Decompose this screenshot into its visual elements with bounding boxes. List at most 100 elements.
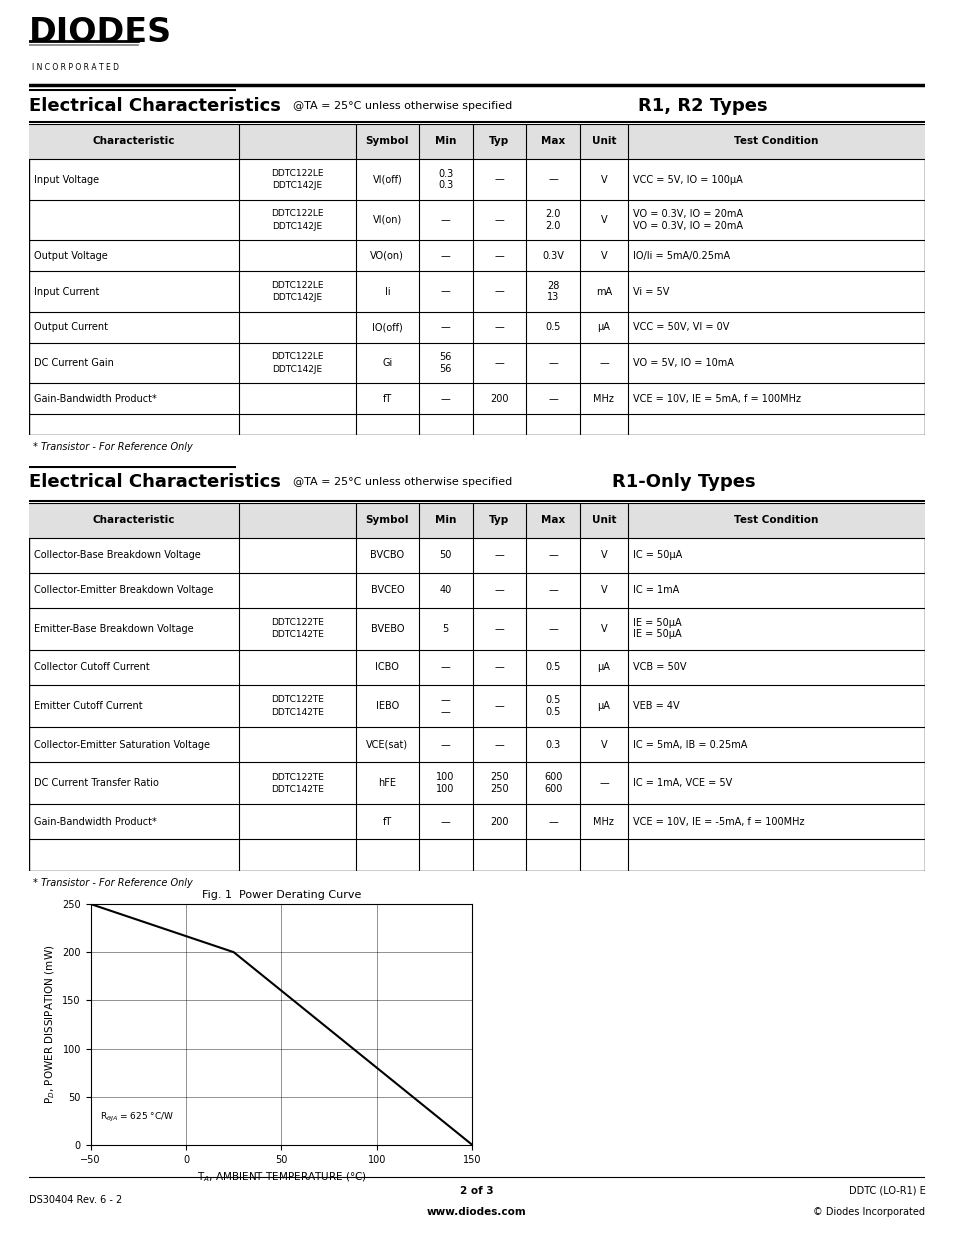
Text: VO = 0.3V, IO = 20mA
VO = 0.3V, IO = 20mA: VO = 0.3V, IO = 20mA VO = 0.3V, IO = 20m… <box>633 209 742 231</box>
Text: DDTC122LE
DDTC142JE: DDTC122LE DDTC142JE <box>271 209 324 231</box>
Text: IE = 50μA
IE = 50μA: IE = 50μA IE = 50μA <box>633 618 681 640</box>
Text: VCC = 5V, IO = 100μA: VCC = 5V, IO = 100μA <box>633 174 742 184</box>
Text: DDTC122TE
DDTC142TE: DDTC122TE DDTC142TE <box>271 695 324 716</box>
Text: Output Current: Output Current <box>34 322 108 332</box>
Text: IO/Ii = 5mA/0.25mA: IO/Ii = 5mA/0.25mA <box>633 251 729 261</box>
Text: —: — <box>548 174 558 184</box>
Text: V: V <box>600 740 606 750</box>
Text: VO = 5V, IO = 10mA: VO = 5V, IO = 10mA <box>633 358 733 368</box>
Text: —: — <box>440 251 450 261</box>
Text: 0.5: 0.5 <box>545 662 560 672</box>
Text: V: V <box>600 251 606 261</box>
Text: Min: Min <box>435 136 456 147</box>
Text: V: V <box>600 550 606 561</box>
Text: mA: mA <box>596 287 611 296</box>
Text: IC = 50μA: IC = 50μA <box>633 550 681 561</box>
Text: 200: 200 <box>490 816 508 827</box>
Text: —: — <box>598 358 608 368</box>
Text: Input Voltage: Input Voltage <box>34 174 99 184</box>
Text: I N C O R P O R A T E D: I N C O R P O R A T E D <box>31 63 118 72</box>
Text: © Diodes Incorporated: © Diodes Incorporated <box>813 1208 924 1218</box>
Text: VCE = 10V, IE = -5mA, f = 100MHz: VCE = 10V, IE = -5mA, f = 100MHz <box>633 816 803 827</box>
Text: fT: fT <box>382 816 392 827</box>
Text: @TA = 25°C unless otherwise specified: @TA = 25°C unless otherwise specified <box>293 101 512 111</box>
Text: —: — <box>440 740 450 750</box>
Text: —: — <box>494 550 504 561</box>
Text: μA: μA <box>597 662 610 672</box>
Text: —: — <box>598 778 608 788</box>
Text: Collector-Emitter Breakdown Voltage: Collector-Emitter Breakdown Voltage <box>34 585 213 595</box>
Text: ICBO: ICBO <box>375 662 399 672</box>
Text: 0.5
0.5: 0.5 0.5 <box>545 695 560 716</box>
Text: μA: μA <box>597 701 610 711</box>
Text: Test Condition: Test Condition <box>734 136 818 147</box>
Text: DDTC122TE
DDTC142TE: DDTC122TE DDTC142TE <box>271 773 324 794</box>
Text: —: — <box>494 215 504 225</box>
Text: BVCBO: BVCBO <box>370 550 404 561</box>
Text: hFE: hFE <box>378 778 395 788</box>
Text: BVCEO: BVCEO <box>370 585 404 595</box>
Text: VCE = 10V, IE = 5mA, f = 100MHz: VCE = 10V, IE = 5mA, f = 100MHz <box>633 394 801 404</box>
Text: Max: Max <box>540 136 565 147</box>
Text: www.diodes.com: www.diodes.com <box>427 1208 526 1218</box>
Text: Gi: Gi <box>382 358 392 368</box>
Text: V: V <box>600 215 606 225</box>
Text: 100
100: 100 100 <box>436 772 455 794</box>
Text: —: — <box>494 251 504 261</box>
Text: Output Voltage: Output Voltage <box>34 251 108 261</box>
Text: @TA = 25°C unless otherwise specified: @TA = 25°C unless otherwise specified <box>293 477 512 488</box>
Text: Symbol: Symbol <box>365 515 409 525</box>
Text: —: — <box>494 358 504 368</box>
Text: —: — <box>494 740 504 750</box>
Text: * Transistor - For Reference Only: * Transistor - For Reference Only <box>33 442 193 452</box>
Text: 250
250: 250 250 <box>490 772 508 794</box>
Bar <box>29 503 924 537</box>
Text: Emitter-Base Breakdown Voltage: Emitter-Base Breakdown Voltage <box>34 624 193 634</box>
Text: VO(on): VO(on) <box>370 251 404 261</box>
X-axis label: T$_A$, AMBIENT TEMPERATURE (°C): T$_A$, AMBIENT TEMPERATURE (°C) <box>196 1170 366 1183</box>
Text: IC = 5mA, IB = 0.25mA: IC = 5mA, IB = 0.25mA <box>633 740 746 750</box>
Text: 0.3V: 0.3V <box>541 251 563 261</box>
Text: IEBO: IEBO <box>375 701 398 711</box>
Text: —: — <box>494 624 504 634</box>
Text: R$_{\theta JA}$ = 625 °C/W: R$_{\theta JA}$ = 625 °C/W <box>100 1110 174 1124</box>
Text: Gain-Bandwidth Product*: Gain-Bandwidth Product* <box>34 394 156 404</box>
Text: VI(on): VI(on) <box>373 215 401 225</box>
Text: V: V <box>600 585 606 595</box>
Text: 600
600: 600 600 <box>543 772 562 794</box>
Text: IO(off): IO(off) <box>372 322 402 332</box>
Text: 0.5: 0.5 <box>545 322 560 332</box>
Text: VCB = 50V: VCB = 50V <box>633 662 686 672</box>
Text: —: — <box>548 624 558 634</box>
Text: IC = 1mA: IC = 1mA <box>633 585 679 595</box>
Text: —: — <box>494 322 504 332</box>
Text: Characteristic: Characteristic <box>92 136 175 147</box>
Text: R1-Only Types: R1-Only Types <box>611 473 755 492</box>
Text: μA: μA <box>597 322 610 332</box>
Text: —: — <box>494 662 504 672</box>
Text: BVEBO: BVEBO <box>370 624 404 634</box>
Text: —: — <box>440 215 450 225</box>
Text: VI(off): VI(off) <box>372 174 402 184</box>
Text: 50: 50 <box>439 550 452 561</box>
Text: DDTC122TE
DDTC142TE: DDTC122TE DDTC142TE <box>271 618 324 640</box>
Text: —: — <box>440 287 450 296</box>
Text: 40: 40 <box>439 585 452 595</box>
Text: Typ: Typ <box>489 136 509 147</box>
Text: VCE(sat): VCE(sat) <box>366 740 408 750</box>
Text: 0.3: 0.3 <box>545 740 560 750</box>
Text: MHz: MHz <box>593 394 614 404</box>
Text: Electrical Characteristics: Electrical Characteristics <box>29 98 280 115</box>
Text: Vi = 5V: Vi = 5V <box>633 287 669 296</box>
Text: Gain-Bandwidth Product*: Gain-Bandwidth Product* <box>34 816 156 827</box>
Text: 200: 200 <box>490 394 508 404</box>
Text: —: — <box>440 322 450 332</box>
Text: DIODES: DIODES <box>29 16 172 48</box>
Text: Collector-Base Breakdown Voltage: Collector-Base Breakdown Voltage <box>34 550 200 561</box>
Text: * Transistor - For Reference Only: * Transistor - For Reference Only <box>33 878 193 888</box>
Text: R1, R2 Types: R1, R2 Types <box>638 98 767 115</box>
Y-axis label: P$_D$, POWER DISSIPATION (mW): P$_D$, POWER DISSIPATION (mW) <box>43 945 56 1104</box>
Text: DDTC122LE
DDTC142JE: DDTC122LE DDTC142JE <box>271 280 324 303</box>
Text: 2.0
2.0: 2.0 2.0 <box>545 209 560 231</box>
Text: Ii: Ii <box>384 287 390 296</box>
